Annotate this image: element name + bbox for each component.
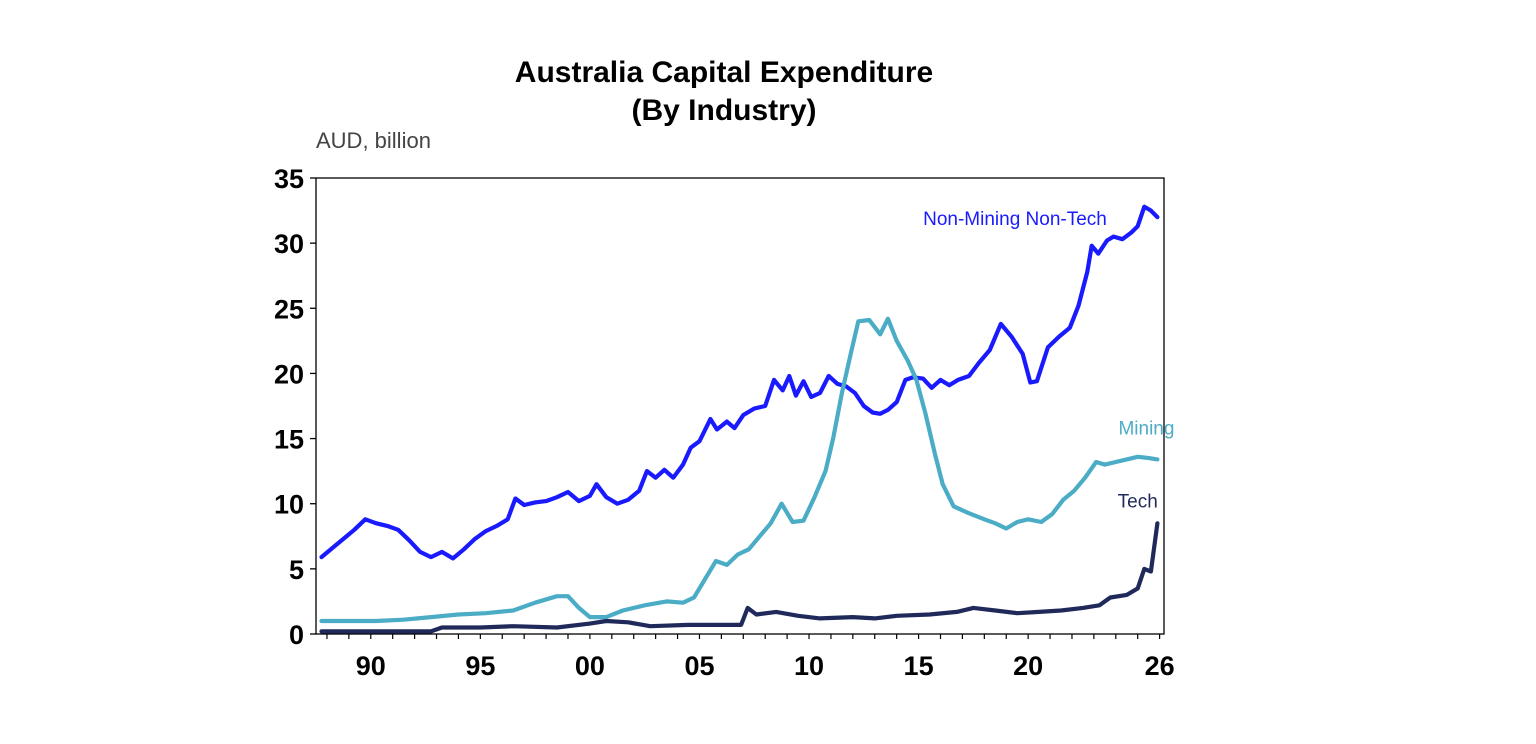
x-tick-label: 20 [1013, 651, 1043, 681]
y-axis-unit-label: AUD, billion [316, 128, 431, 153]
x-tick-label: 15 [904, 651, 934, 681]
y-tick-label: 20 [274, 359, 304, 389]
y-tick-label: 35 [274, 164, 304, 194]
x-tick-label: 95 [465, 651, 495, 681]
y-tick-label: 25 [274, 294, 304, 324]
series-line-tech [319, 521, 1160, 634]
y-tick-label: 10 [274, 490, 304, 520]
y-tick-label: 0 [289, 620, 304, 650]
series-label: Mining [1118, 419, 1174, 440]
series-line-mining [319, 316, 1160, 624]
x-tick-label: 90 [356, 651, 386, 681]
y-tick-label: 5 [289, 555, 304, 585]
x-tick-label: 05 [684, 651, 714, 681]
series-label: Tech [1118, 492, 1158, 513]
chart-subtitle: (By Industry) [631, 94, 817, 127]
x-tick-label: 10 [794, 651, 824, 681]
y-tick-label: 30 [274, 229, 304, 259]
x-tick-label: 26 [1145, 651, 1175, 681]
series-line-non-mining-non-tech [319, 204, 1160, 561]
plot-frame [315, 177, 1165, 635]
y-tick-label: 15 [274, 425, 304, 455]
series-label: Non-Mining Non-Tech [923, 209, 1107, 230]
x-tick-label: 00 [575, 651, 605, 681]
chart-title: Australia Capital Expenditure [514, 56, 934, 89]
